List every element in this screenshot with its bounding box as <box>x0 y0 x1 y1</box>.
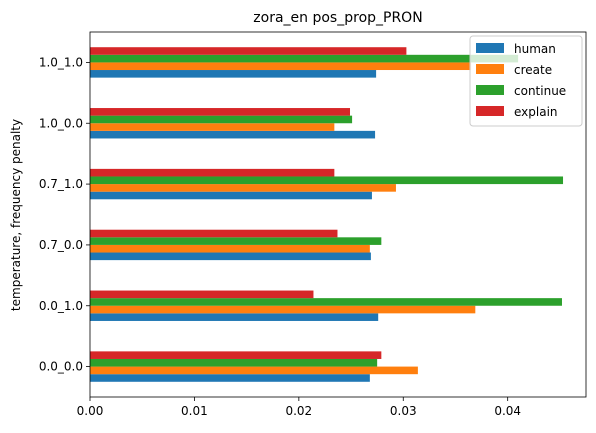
y-tick-label: 1.0_0.0 <box>39 116 83 130</box>
bar-human-0.7_0.0 <box>90 252 371 261</box>
y-tick-label: 0.7_1.0 <box>39 177 83 191</box>
bar-human-1.0_0.0 <box>90 130 376 139</box>
legend-label-human: human <box>514 42 556 56</box>
chart-title: zora_en pos_prop_PRON <box>253 10 422 26</box>
bar-human-0.0_1.0 <box>90 313 379 321</box>
bar-create-0.0_0.0 <box>90 366 418 375</box>
y-tick-label: 1.0_1.0 <box>39 55 83 69</box>
bar-explain-0.0_1.0 <box>90 290 314 299</box>
bar-continue-0.7_1.0 <box>90 176 564 185</box>
bar-explain-1.0_0.0 <box>90 108 351 116</box>
legend-label-explain: explain <box>514 105 558 119</box>
legend-label-continue: continue <box>514 84 566 98</box>
y-tick-label: 0.7_0.0 <box>39 238 83 252</box>
bar-human-0.0_0.0 <box>90 374 370 382</box>
x-tick-label: 0.01 <box>181 404 208 418</box>
x-tick-label: 0.04 <box>494 404 521 418</box>
bar-create-1.0_1.0 <box>90 62 472 71</box>
x-tick-label: 0.03 <box>390 404 417 418</box>
y-tick-label: 0.0_0.0 <box>39 360 83 374</box>
bar-continue-0.0_1.0 <box>90 298 562 306</box>
bar-explain-0.7_1.0 <box>90 168 335 177</box>
bar-continue-0.0_0.0 <box>90 358 378 367</box>
bar-explain-0.7_0.0 <box>90 229 338 238</box>
bar-explain-0.0_0.0 <box>90 351 382 359</box>
bar-human-0.7_1.0 <box>90 191 372 200</box>
bar-create-0.7_0.0 <box>90 244 370 253</box>
y-tick-label: 0.0_1.0 <box>39 299 83 313</box>
y-axis-label: temperature, frequency penalty <box>9 119 23 311</box>
legend-swatch-continue <box>476 85 504 95</box>
x-tick-label: 0.02 <box>285 404 312 418</box>
bar-create-0.0_1.0 <box>90 305 476 314</box>
bar-continue-1.0_1.0 <box>90 54 519 63</box>
bar-create-1.0_0.0 <box>90 123 335 131</box>
legend-swatch-human <box>476 43 504 53</box>
bars-group <box>90 47 564 382</box>
bar-create-0.7_1.0 <box>90 184 396 192</box>
bar-continue-0.7_0.0 <box>90 237 382 245</box>
legend-label-create: create <box>514 63 552 77</box>
x-tick-label: 0.00 <box>77 404 104 418</box>
legend: human create continue explain <box>469 35 583 127</box>
y-axis-ticks: 0.0_0.0 0.0_1.0 0.7_0.0 0.7_1.0 1.0_0.0 1.0_1… <box>39 55 90 374</box>
bar-continue-1.0_0.0 <box>90 115 353 124</box>
bar-human-1.0_1.0 <box>90 70 377 78</box>
legend-swatch-explain <box>476 106 504 116</box>
bar-explain-1.0_1.0 <box>90 47 407 55</box>
legend-box <box>469 35 583 127</box>
x-axis-ticks: 0.00 0.01 0.02 0.03 0.04 <box>77 397 521 418</box>
plot-frame <box>89 31 587 398</box>
legend-swatch-create <box>476 64 504 74</box>
